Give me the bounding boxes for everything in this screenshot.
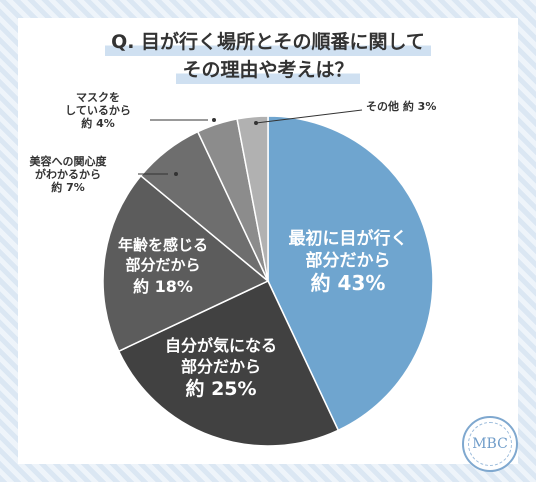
slice-label-text: 最初に目が行く — [289, 228, 408, 249]
slice-label-5: その他 約 3% — [254, 99, 436, 125]
slice-value-label: 約 7% — [51, 180, 85, 194]
slice-label-text: がわかるから — [35, 167, 101, 181]
slice-value-label: 約 4% — [81, 116, 115, 130]
leader-dot — [212, 118, 216, 122]
slice-value-label: 約 43% — [311, 271, 386, 295]
pie-slice-2 — [102, 174, 270, 353]
slice-label-text: 部分だから — [181, 357, 261, 376]
slice-label-text: しているから — [65, 104, 131, 117]
slice-label-text: 美容への関心度 — [30, 154, 108, 168]
slice-value-label: 約 18% — [133, 277, 193, 296]
slice-label-text: 部分だから — [125, 256, 200, 274]
pie-slice-5 — [236, 115, 269, 282]
logo-text: MBC — [472, 436, 508, 452]
slice-label-text: 年齢を感じる — [118, 236, 208, 254]
title-line-2: その理由や考えは？ — [176, 56, 360, 84]
mbc-logo: MBC — [462, 416, 518, 472]
slice-label-text: マスクを — [76, 91, 120, 104]
slice-value-label: 約 25% — [185, 377, 256, 400]
title-line-1: Q. 目が行く場所とその順番に関して — [105, 28, 431, 56]
leader-dot — [174, 172, 178, 176]
pie-slice-0 — [267, 115, 434, 432]
slice-label-text: その他 約 3% — [366, 99, 436, 113]
leader-line — [255, 109, 363, 124]
slice-label-text: 部分だから — [306, 250, 391, 271]
slice-label-text: 自分が気になる — [165, 336, 277, 355]
pie-slice-1 — [117, 280, 340, 447]
leader-dot — [254, 121, 258, 125]
chart-title: Q. 目が行く場所とその順番に関して その理由や考えは？ — [18, 28, 518, 84]
chart-card: Q. 目が行く場所とその順番に関して その理由や考えは？ 最初に目が行く 部分だか… — [18, 18, 518, 472]
